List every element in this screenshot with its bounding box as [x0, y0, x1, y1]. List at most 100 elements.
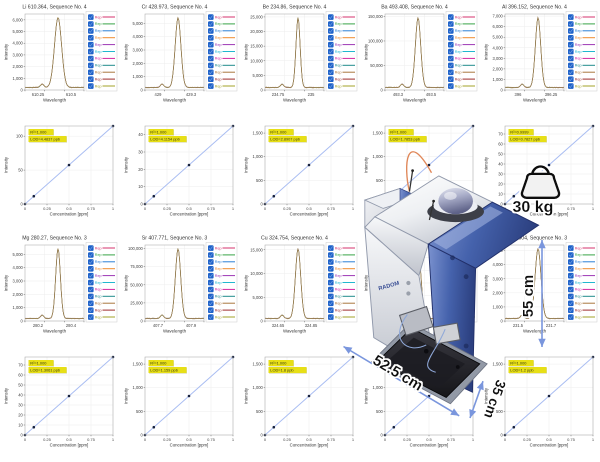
svg-text:30: 30: [498, 171, 503, 176]
svg-text:R²=1.000: R²=1.000: [270, 360, 287, 365]
svg-text:Rep: Rep: [575, 302, 582, 306]
svg-text:0.25: 0.25: [163, 206, 172, 211]
svg-text:Rep: Rep: [95, 15, 102, 19]
svg-text:40: 40: [498, 161, 503, 166]
svg-text:324.65: 324.65: [272, 323, 285, 328]
svg-text:0.5: 0.5: [426, 206, 432, 211]
svg-text:Rep: Rep: [335, 246, 342, 250]
svg-text:Rep: Rep: [455, 77, 462, 81]
svg-text:Be 234.86, Sequence No. 4: Be 234.86, Sequence No. 4: [263, 5, 327, 11]
svg-text:Rep: Rep: [335, 308, 342, 312]
svg-text:60: 60: [498, 141, 503, 146]
svg-text:500: 500: [256, 408, 264, 413]
svg-text:Rep: Rep: [335, 84, 342, 88]
svg-text:Concentration [ppm]: Concentration [ppm]: [170, 211, 209, 216]
svg-text:Rep: Rep: [95, 288, 102, 292]
svg-text:Rep: Rep: [455, 71, 462, 75]
svg-text:0.25: 0.25: [43, 206, 52, 211]
svg-text:R²=1.000: R²=1.000: [390, 129, 407, 134]
svg-text:50: 50: [18, 167, 23, 172]
svg-text:Rep: Rep: [215, 15, 222, 19]
svg-text:1,500: 1,500: [493, 361, 504, 366]
svg-text:Rep: Rep: [335, 36, 342, 40]
svg-text:Rep: Rep: [215, 315, 222, 319]
svg-text:0.25: 0.25: [43, 437, 52, 442]
svg-text:Rep: Rep: [575, 260, 582, 264]
svg-text:Rep: Rep: [95, 281, 102, 285]
svg-text:Intensity: Intensity: [484, 43, 489, 60]
svg-text:Al 396.152, Sequence No. 4: Al 396.152, Sequence No. 4: [502, 5, 567, 11]
svg-text:Rep: Rep: [335, 15, 342, 19]
svg-text:Rep: Rep: [575, 43, 582, 47]
svg-text:15,000: 15,000: [250, 247, 263, 252]
svg-text:Cr 428.973, Sequence No. 4: Cr 428.973, Sequence No. 4: [142, 5, 208, 11]
svg-text:Intensity: Intensity: [484, 387, 489, 404]
svg-text:Intensity: Intensity: [244, 274, 249, 291]
svg-text:Rep: Rep: [455, 36, 462, 40]
svg-text:LOD=4.1154 ppb: LOD=4.1154 ppb: [150, 136, 179, 141]
svg-text:1,500: 1,500: [253, 361, 264, 366]
svg-text:50: 50: [498, 151, 503, 156]
svg-text:Rep: Rep: [575, 15, 582, 19]
svg-text:Rep: Rep: [95, 295, 102, 299]
svg-text:Rep: Rep: [95, 77, 102, 81]
svg-text:0.75: 0.75: [567, 206, 576, 211]
svg-text:Rep: Rep: [455, 64, 462, 68]
svg-text:Rep: Rep: [455, 281, 462, 285]
svg-text:Rep: Rep: [455, 302, 462, 306]
svg-text:0.5: 0.5: [66, 437, 72, 442]
svg-text:LOD=2.8907 ppb: LOD=2.8907 ppb: [270, 136, 300, 141]
svg-text:0.5: 0.5: [66, 206, 72, 211]
svg-text:0.25: 0.25: [163, 437, 172, 442]
svg-text:0.25: 0.25: [523, 437, 532, 442]
svg-text:Concentration [ppm]: Concentration [ppm]: [530, 442, 569, 447]
svg-text:60: 60: [18, 372, 23, 377]
svg-text:5,000: 5,000: [253, 73, 264, 78]
svg-text:Rep: Rep: [335, 281, 342, 285]
svg-text:Li 610.364, Sequence No. 4: Li 610.364, Sequence No. 4: [22, 5, 86, 11]
svg-text:Rep: Rep: [215, 281, 222, 285]
svg-text:Rep: Rep: [215, 253, 222, 257]
svg-text:493.3: 493.3: [393, 92, 404, 97]
svg-text:Rep: Rep: [95, 29, 102, 33]
svg-text:Rep: Rep: [95, 50, 102, 54]
svg-text:Rep: Rep: [335, 71, 342, 75]
svg-text:2,000: 2,000: [13, 64, 24, 69]
svg-text:50,000: 50,000: [130, 282, 143, 287]
svg-text:Intensity: Intensity: [484, 274, 489, 291]
svg-text:Concentration [ppm]: Concentration [ppm]: [410, 442, 449, 447]
svg-text:Na 588.995, Sequence No. 3: Na 588.995, Sequence No. 3: [381, 236, 448, 242]
svg-text:500: 500: [136, 408, 144, 413]
svg-text:20,000: 20,000: [250, 29, 263, 34]
svg-text:0.75: 0.75: [207, 437, 216, 442]
svg-text:Rep: Rep: [215, 288, 222, 292]
svg-text:40: 40: [138, 132, 143, 137]
svg-text:Rep: Rep: [335, 253, 342, 257]
svg-text:Intensity: Intensity: [244, 43, 249, 60]
svg-text:Concentration [ppm]: Concentration [ppm]: [290, 211, 329, 216]
svg-text:Rep: Rep: [575, 22, 582, 26]
svg-text:Ba 493.408, Sequence No. 4: Ba 493.408, Sequence No. 4: [381, 5, 448, 11]
svg-text:280.4: 280.4: [66, 323, 77, 328]
svg-text:Wavelength: Wavelength: [523, 329, 547, 334]
svg-text:Concentration [ppm]: Concentration [ppm]: [410, 211, 449, 216]
svg-text:407.7: 407.7: [153, 323, 164, 328]
svg-text:1,000: 1,000: [493, 77, 504, 82]
svg-text:R²=0.9999: R²=0.9999: [510, 129, 528, 134]
svg-text:7,000: 7,000: [493, 14, 504, 19]
svg-text:Rep: Rep: [215, 246, 222, 250]
svg-text:5,000: 5,000: [493, 248, 504, 253]
svg-text:Rep: Rep: [575, 267, 582, 271]
svg-text:20: 20: [138, 166, 143, 171]
svg-text:Rep: Rep: [335, 274, 342, 278]
svg-text:Rep: Rep: [95, 22, 102, 26]
svg-text:500: 500: [496, 408, 504, 413]
svg-text:1,000: 1,000: [493, 304, 504, 309]
svg-text:Intensity: Intensity: [124, 274, 129, 291]
svg-text:R²=1.000: R²=1.000: [150, 360, 167, 365]
svg-text:Rep: Rep: [95, 84, 102, 88]
svg-text:Wavelength: Wavelength: [523, 98, 547, 103]
svg-text:Wavelength: Wavelength: [283, 98, 307, 103]
svg-text:LOD=1.3 ppb: LOD=1.3 ppb: [390, 367, 413, 372]
svg-text:Rep: Rep: [455, 253, 462, 257]
